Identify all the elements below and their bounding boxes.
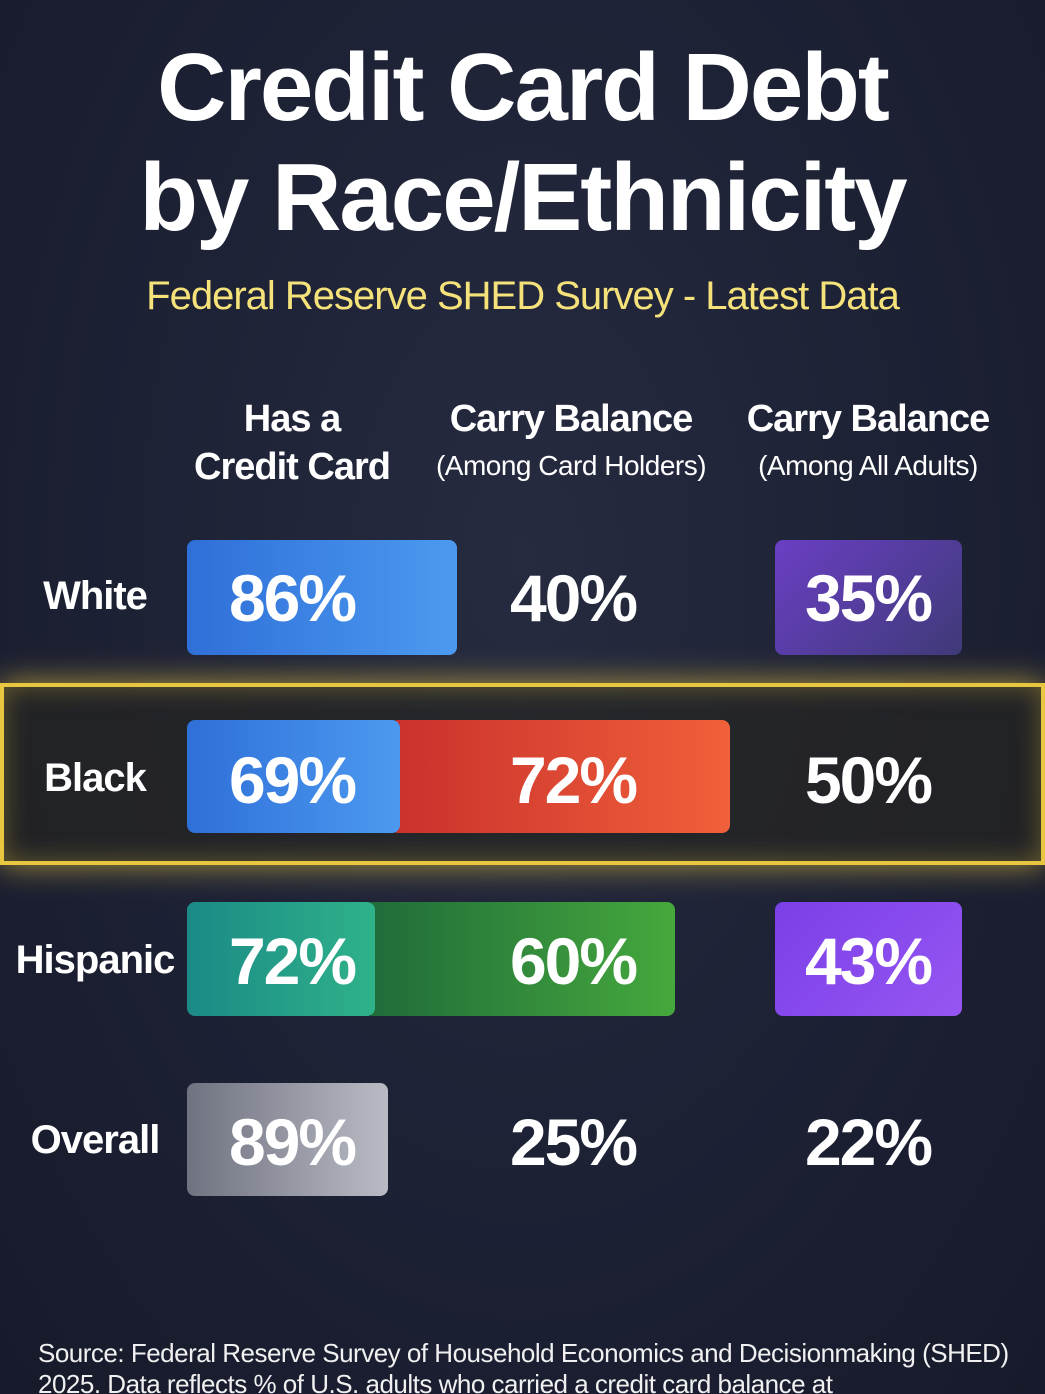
cell-value: 40% — [509, 561, 638, 635]
column-title: Credit Card — [194, 446, 391, 488]
row-label: White — [43, 574, 148, 618]
bar — [187, 720, 400, 833]
cell-value: 50% — [804, 743, 933, 817]
row-label: Overall — [30, 1118, 161, 1162]
cell-value: 43% — [804, 924, 933, 998]
box — [775, 540, 962, 655]
row-label: Black — [44, 756, 147, 800]
cell-value: 72% — [228, 924, 357, 998]
cell-value: 60% — [509, 924, 638, 998]
column-header: Carry Balance (Among Card Holders) — [421, 400, 721, 480]
column-header: Carry Balance (Among All Adults) — [718, 400, 1018, 480]
column-title: Carry Balance — [449, 398, 694, 440]
cell-value: 22% — [804, 1105, 933, 1179]
column-subtitle: (Among Card Holders) — [435, 450, 707, 481]
box — [775, 902, 962, 1016]
row-label: Hispanic — [15, 938, 176, 982]
cell-value: 25% — [509, 1105, 638, 1179]
cell-value: 89% — [228, 1105, 357, 1179]
cell-value: 86% — [228, 561, 357, 635]
bar — [365, 902, 675, 1016]
bar — [187, 902, 375, 1016]
subtitle: Federal Reserve SHED Survey - Latest Dat… — [146, 274, 900, 318]
column-title: Has a — [243, 398, 341, 440]
column-subtitle: (Among All Adults) — [758, 450, 978, 481]
cell-value: 72% — [509, 743, 638, 817]
title-line: by Race/Ethnicity — [139, 144, 907, 251]
cell-value: 69% — [228, 743, 357, 817]
title-line: Credit Card Debt — [157, 34, 890, 141]
bar — [390, 720, 730, 833]
column-header: Has a Credit Card — [142, 400, 442, 486]
source-note: Source: Federal Reserve Survey of Househ… — [38, 1338, 1009, 1394]
cell-value: 35% — [804, 561, 933, 635]
column-title: Carry Balance — [746, 398, 991, 440]
bar — [187, 540, 457, 655]
bar — [187, 1083, 388, 1196]
